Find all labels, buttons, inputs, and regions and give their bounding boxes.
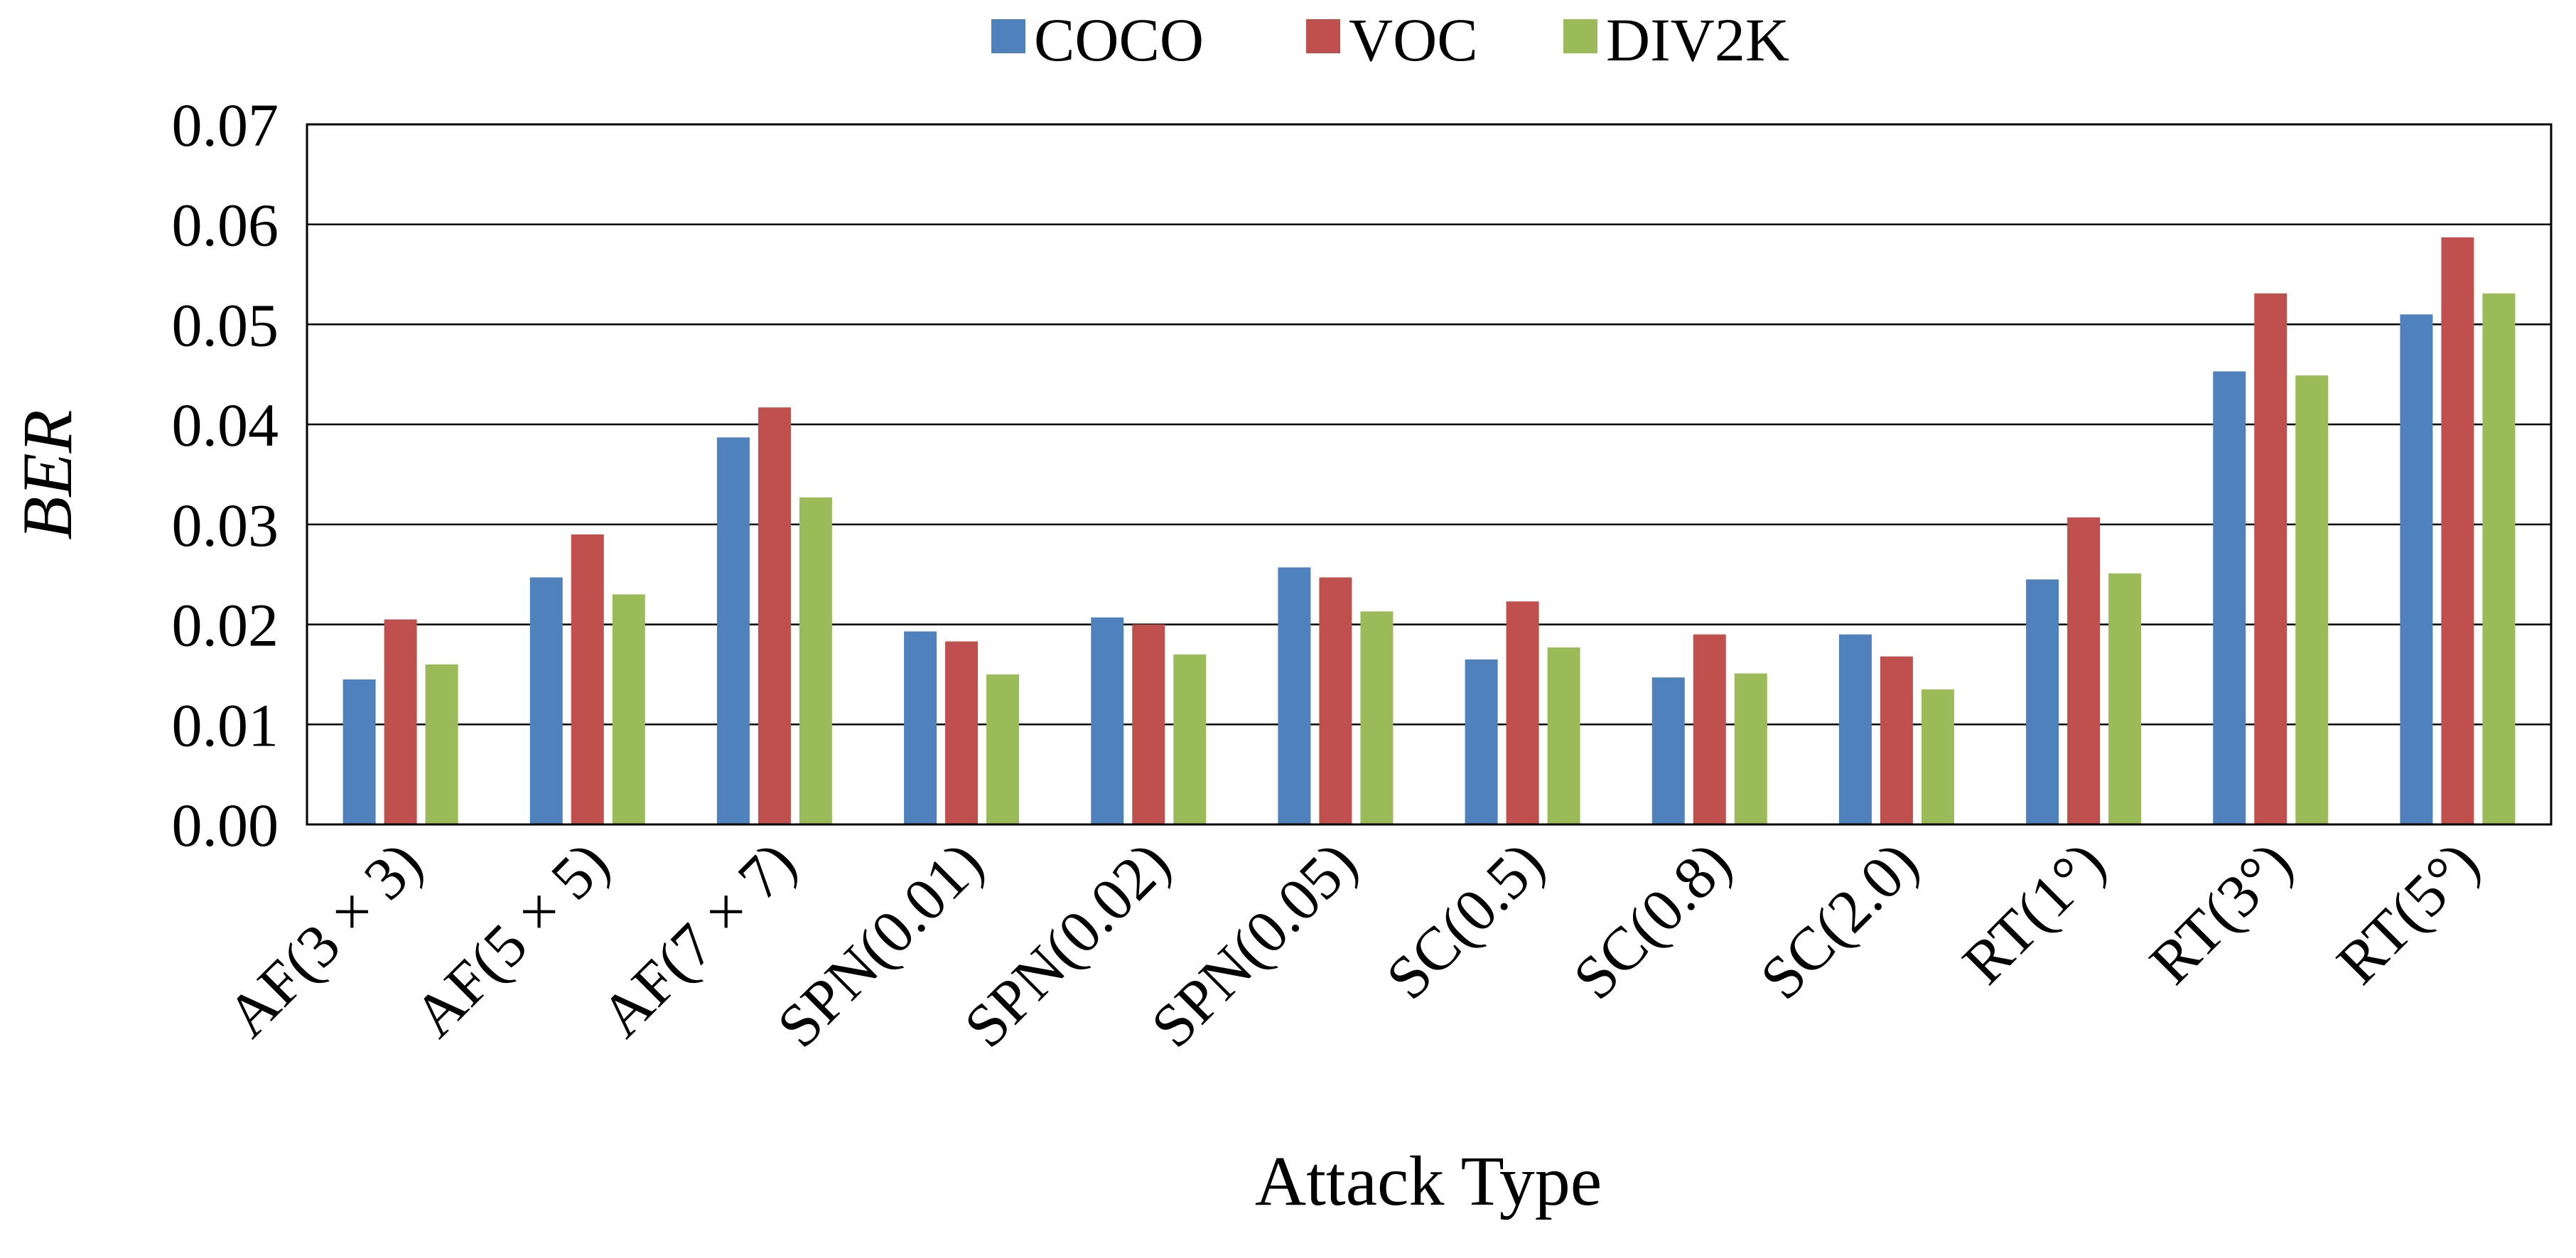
bar-group xyxy=(529,534,645,824)
bar-div2k xyxy=(799,497,832,824)
y-tick-label: 0.05 xyxy=(172,291,279,359)
legend-swatch-voc xyxy=(1306,19,1340,53)
y-tick-label: 0.04 xyxy=(172,391,279,459)
y-tick-label: 0.00 xyxy=(172,791,279,859)
x-category-label: RT(5°) xyxy=(2324,829,2492,997)
bar-voc xyxy=(758,407,791,824)
bar-coco xyxy=(2026,579,2059,824)
y-tick-label: 0.01 xyxy=(172,691,279,759)
legend-label-voc: VOC xyxy=(1349,6,1478,74)
legend-label-coco: COCO xyxy=(1034,6,1204,74)
bar-group xyxy=(716,407,832,824)
bar-coco xyxy=(1651,677,1685,824)
bar-voc xyxy=(1319,577,1352,824)
bar-coco xyxy=(1838,634,1872,824)
bar-voc xyxy=(2067,517,2101,824)
bar-group xyxy=(1091,617,1207,824)
bar-coco xyxy=(1465,659,1498,824)
x-category-label: SPN(0.01) xyxy=(764,829,996,1060)
bar-div2k xyxy=(986,674,1020,824)
y-tick-label: 0.07 xyxy=(172,91,279,159)
bar-div2k xyxy=(2108,573,2142,824)
x-category-label: AF(3 × 3) xyxy=(213,829,435,1050)
legend: COCO VOC DIV2K xyxy=(991,6,1789,74)
bar-div2k xyxy=(1173,654,1207,824)
bar-group xyxy=(1465,601,1580,824)
bar-div2k xyxy=(1734,673,1767,824)
y-tick-label: 0.03 xyxy=(172,491,279,559)
bar-group xyxy=(2400,237,2516,824)
bar-voc xyxy=(945,641,979,824)
bar-div2k xyxy=(1360,611,1394,824)
bar-coco xyxy=(904,631,937,824)
legend-label-div2k: DIV2K xyxy=(1606,6,1789,74)
y-axis-title: BER xyxy=(8,409,87,539)
bar-group xyxy=(2213,293,2329,824)
bar-group xyxy=(2026,517,2142,824)
bar-voc xyxy=(1132,624,1165,824)
bar-coco xyxy=(2213,371,2246,824)
bar-coco xyxy=(343,679,376,824)
x-category-label: SPN(0.02) xyxy=(951,829,1182,1060)
x-axis-categories: AF(3 × 3)AF(5 × 5)AF(7 × 7)SPN(0.01)SPN(… xyxy=(213,829,2491,1060)
legend-swatch-div2k xyxy=(1563,19,1597,53)
y-tick-label: 0.06 xyxy=(172,191,279,259)
bar-group xyxy=(904,631,1020,824)
bar-voc xyxy=(571,534,604,824)
x-category-label: SC(0.5) xyxy=(1373,829,1557,1013)
gridlines xyxy=(307,223,2551,726)
plot-area-frame xyxy=(306,123,2553,826)
bar-coco xyxy=(1278,567,1311,824)
x-axis-title: Attack Type xyxy=(1255,1141,1602,1220)
x-category-label: RT(1°) xyxy=(1949,829,2118,997)
bar-group xyxy=(343,619,458,824)
bar-coco xyxy=(716,437,750,824)
bar-div2k xyxy=(1921,689,1954,824)
bar-div2k xyxy=(1547,647,1580,824)
bar-group xyxy=(1651,634,1767,824)
bar-coco xyxy=(1091,617,1124,824)
x-category-label: SC(2.0) xyxy=(1747,829,1931,1013)
bar-voc xyxy=(1880,656,1913,824)
bar-coco xyxy=(529,577,563,824)
x-category-label: RT(3°) xyxy=(2137,829,2305,997)
bar-voc xyxy=(1506,601,1539,824)
x-category-label: SC(0.8) xyxy=(1560,829,1744,1013)
bar-div2k xyxy=(2295,375,2329,824)
legend-swatch-coco xyxy=(991,19,1025,53)
bars xyxy=(343,237,2516,824)
bar-div2k xyxy=(612,594,645,824)
bar-div2k xyxy=(425,664,458,824)
bar-voc xyxy=(1693,634,1726,824)
bar-voc xyxy=(2441,237,2474,824)
bar-coco xyxy=(2400,314,2433,824)
y-axis-ticks: 0.00 0.01 0.02 0.03 0.04 0.05 0.06 0.07 xyxy=(172,91,279,859)
bar-group xyxy=(1838,634,1954,824)
bar-div2k xyxy=(2482,293,2516,824)
bar-voc xyxy=(2254,293,2287,824)
y-tick-label: 0.02 xyxy=(172,591,279,660)
x-category-label: SPN(0.05) xyxy=(1138,829,1369,1060)
bar-group xyxy=(1278,567,1394,824)
bar-voc xyxy=(384,619,417,824)
x-category-label: AF(5 × 5) xyxy=(401,829,623,1050)
